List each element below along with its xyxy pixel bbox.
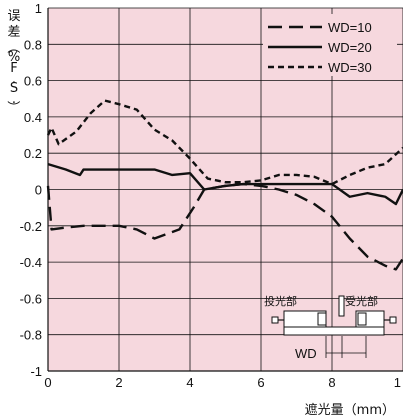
legend-label: WD=20 bbox=[328, 40, 372, 55]
legend-label: WD=30 bbox=[328, 60, 372, 75]
y-tick-label: 0 bbox=[35, 183, 42, 198]
inset-base-plate bbox=[283, 326, 385, 336]
gridlines bbox=[48, 7, 403, 371]
y-tick-label: 0.4 bbox=[24, 110, 42, 125]
y-tick-label: -0.4 bbox=[20, 255, 42, 270]
y-tick-label: -0.2 bbox=[20, 219, 42, 234]
x-tick-labels: 0 2 4 6 8 1 bbox=[44, 375, 401, 390]
series-line-wd-20 bbox=[47, 162, 403, 206]
y-axis-label-char: F bbox=[10, 61, 17, 76]
y-axis-label-char: . bbox=[12, 72, 16, 87]
x-tick-label: 0 bbox=[44, 375, 51, 390]
series-line-wd-30 bbox=[46, 99, 403, 186]
y-tick-label: 1 bbox=[35, 1, 42, 16]
inset-blocking-plate bbox=[338, 295, 345, 317]
y-tick-label: -1 bbox=[30, 364, 42, 379]
y-tick-label: -0.6 bbox=[20, 291, 42, 306]
inset-label-emitter: 投光部 bbox=[264, 294, 297, 308]
inset-receiver-window bbox=[357, 312, 367, 326]
sensor-inset-diagram: 投光部 受光部 WD bbox=[264, 294, 397, 361]
inset-emitter-plug bbox=[271, 316, 279, 324]
x-tick-label: 4 bbox=[186, 375, 193, 390]
y-axis-label-char: . bbox=[12, 92, 16, 107]
y-tick-label: -0.8 bbox=[20, 328, 42, 343]
y-tick-labels: 1 0.8 0.6 0.4 0.2 0 -0.2 -0.4 -0.6 -0.8 -1 bbox=[20, 1, 42, 379]
x-tick-label: 8 bbox=[328, 375, 335, 390]
y-axis-label-char: ） bbox=[5, 100, 20, 113]
x-tick-label: 2 bbox=[115, 375, 122, 390]
y-tick-label: 0.8 bbox=[24, 37, 42, 52]
y-tick-label: 0.6 bbox=[24, 74, 42, 89]
y-axis-label-char: S bbox=[10, 81, 18, 96]
y-axis-label-char: 差 bbox=[7, 25, 20, 40]
x-axis-label: 遮光量（mm） bbox=[305, 402, 395, 418]
series-group bbox=[46, 99, 403, 271]
y-axis-label-char: 误 bbox=[7, 9, 20, 24]
x-tick-label: 6 bbox=[257, 375, 264, 390]
y-axis-label: 误差（%F.S.） bbox=[5, 9, 21, 114]
legend-label: WD=10 bbox=[328, 20, 372, 35]
legend: WD=10 WD=20 WD=30 bbox=[263, 14, 397, 76]
y-tick-label: 0.2 bbox=[24, 146, 42, 161]
y-axis-label-char: （ bbox=[5, 40, 20, 53]
inset-label-wd: WD bbox=[295, 346, 317, 361]
legend-box bbox=[263, 14, 397, 76]
x-tick-label: 1 bbox=[394, 375, 401, 390]
inset-label-receiver: 受光部 bbox=[345, 294, 378, 308]
y-axis-label-char: % bbox=[8, 50, 20, 65]
inset-emitter-window bbox=[317, 312, 327, 326]
inset-receiver-plug bbox=[389, 316, 397, 324]
